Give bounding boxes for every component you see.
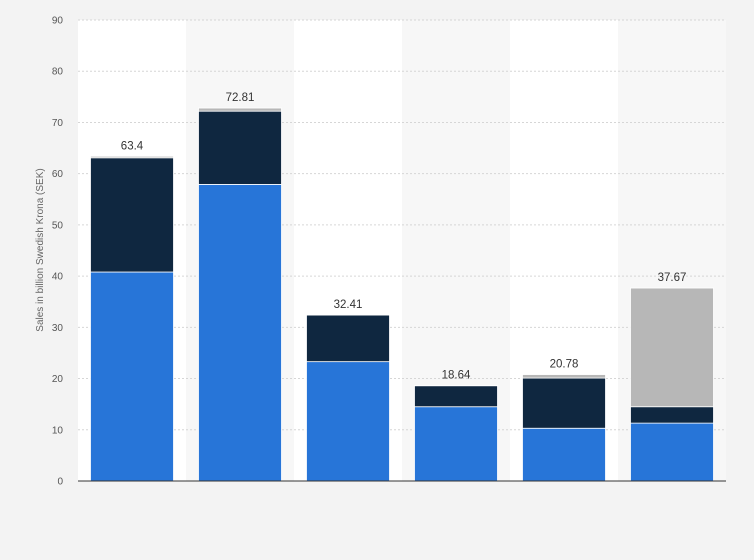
bar-total-label: 37.67 — [658, 272, 687, 284]
bar-segment — [198, 184, 282, 482]
bar-segment — [630, 406, 714, 424]
bar-segment — [90, 155, 174, 159]
y-axis-title: Sales in billion Swedish Krona (SEK) — [35, 168, 46, 331]
bar-total-label: 72.81 — [226, 92, 255, 104]
bar-segment — [90, 271, 174, 482]
y-tick-label: 50 — [52, 220, 64, 231]
bar-segment — [630, 287, 714, 408]
bar-total-label: 18.64 — [442, 370, 471, 382]
bar-segment — [414, 406, 498, 482]
bar-segment — [414, 385, 498, 408]
bar-segment — [522, 374, 606, 379]
bar-total-label: 20.78 — [550, 359, 579, 371]
y-tick-label: 60 — [52, 169, 64, 180]
bar-segment — [198, 107, 282, 112]
y-tick-label: 0 — [57, 477, 63, 488]
y-tick-label: 70 — [52, 118, 64, 129]
bar-segment — [306, 314, 390, 363]
y-tick-label: 10 — [52, 425, 64, 436]
y-tick-label: 20 — [52, 374, 64, 385]
bar-segment — [630, 422, 714, 482]
bar-segment — [306, 361, 390, 482]
y-tick-label: 30 — [52, 323, 64, 334]
y-tick-label: 80 — [52, 67, 64, 78]
bar-segment — [198, 110, 282, 185]
y-tick-label: 40 — [52, 272, 64, 283]
bar-segment — [522, 377, 606, 429]
y-tick-label: 90 — [52, 16, 64, 27]
bar-segment — [522, 427, 606, 482]
bar-total-label: 32.41 — [334, 299, 363, 311]
bar-total-label: 63.4 — [121, 140, 144, 152]
bar-segment — [90, 157, 174, 273]
